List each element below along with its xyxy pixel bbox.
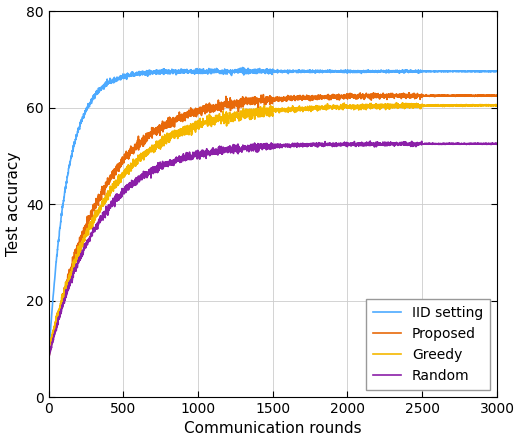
Random [494, 141, 500, 147]
Legend: IID setting, Proposed, Greedy, Random: IID setting, Proposed, Greedy, Random [366, 299, 490, 390]
Proposed [217, 107, 224, 112]
Proposed [437, 93, 443, 99]
Proposed [97, 196, 103, 201]
Greedy [393, 100, 399, 105]
Random [46, 355, 52, 360]
Greedy [97, 204, 103, 209]
IID setting [494, 69, 500, 74]
IID setting [97, 88, 103, 94]
X-axis label: Communication rounds: Communication rounds [184, 421, 361, 436]
Proposed [46, 355, 52, 360]
IID setting [46, 354, 52, 359]
IID setting [240, 65, 246, 70]
IID setting [437, 69, 443, 74]
Line: IID setting: IID setting [49, 68, 497, 356]
Line: Random: Random [49, 141, 497, 358]
Random [485, 141, 491, 146]
Random [367, 138, 373, 144]
Random [437, 142, 443, 147]
Random [237, 148, 243, 153]
IID setting [217, 70, 224, 76]
Proposed [494, 93, 500, 98]
Line: Greedy: Greedy [49, 103, 497, 348]
IID setting [485, 69, 491, 74]
Greedy [46, 345, 52, 351]
Random [217, 148, 224, 153]
Greedy [217, 116, 224, 122]
Random [97, 217, 103, 222]
Proposed [123, 151, 129, 156]
Greedy [437, 103, 443, 108]
Greedy [494, 103, 500, 108]
IID setting [123, 75, 129, 80]
Proposed [237, 102, 243, 107]
Random [123, 188, 129, 193]
Greedy [123, 169, 129, 175]
Greedy [485, 103, 491, 109]
Proposed [370, 90, 376, 95]
Line: Proposed: Proposed [49, 93, 497, 358]
IID setting [237, 69, 243, 74]
Proposed [485, 93, 491, 99]
Y-axis label: Test accuracy: Test accuracy [6, 152, 21, 256]
Greedy [237, 112, 243, 117]
